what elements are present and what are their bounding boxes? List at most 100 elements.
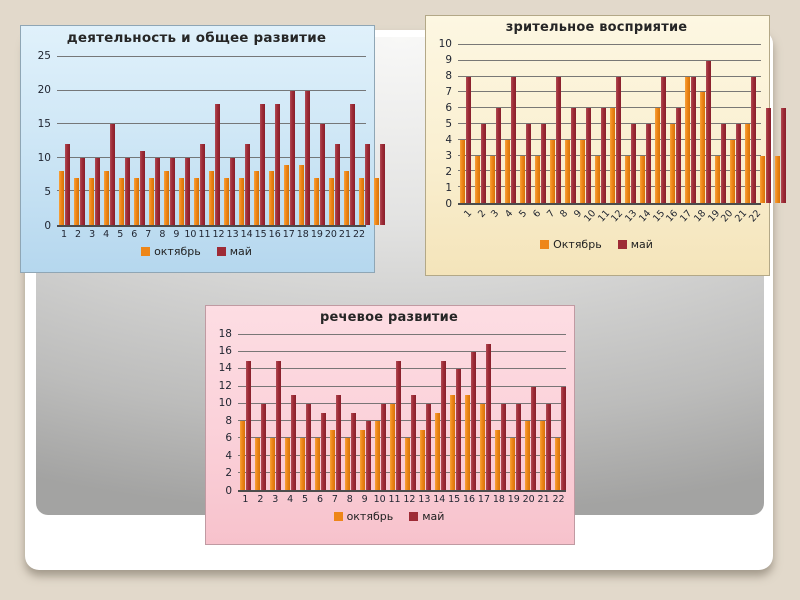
bar-Октябрь-13 bbox=[640, 155, 645, 203]
category-21 bbox=[357, 57, 372, 225]
x-label-8: 8 bbox=[342, 494, 357, 507]
x-label-17: 17 bbox=[282, 229, 296, 242]
x-label-9: 9 bbox=[169, 229, 183, 242]
y-tick-label: 15 bbox=[37, 117, 51, 130]
x-label-text: 15 bbox=[448, 494, 461, 505]
x-label-text: 1 bbox=[61, 229, 68, 240]
bar-Октябрь-16 bbox=[685, 76, 690, 203]
category-4 bbox=[283, 335, 298, 490]
bar-май-17 bbox=[486, 343, 491, 490]
y-tick-label: 2 bbox=[445, 165, 452, 178]
bar-октябрь-9 bbox=[179, 177, 184, 225]
x-axis: 1 2 3 4 5 6 7 8 9 10 11 12 13 14 15 16 17 18 19 20 21 22 bbox=[432, 205, 763, 235]
x-label-10: 10 bbox=[183, 229, 197, 242]
gridline bbox=[458, 123, 761, 124]
chart-speech-development: речевое развитие 0 2 4 6 8 10 12 14 16 18 1 2 3 4 5 6 7 8… bbox=[205, 305, 575, 545]
x-label-15: 15 bbox=[447, 494, 462, 507]
bar-май-7 bbox=[556, 76, 561, 203]
category-7 bbox=[548, 45, 563, 203]
category-17 bbox=[478, 335, 493, 490]
x-labels: 1 2 3 4 5 6 7 8 9 10 11 12 13 14 15 16 17 18 19 20 21 22 bbox=[57, 229, 366, 242]
bar-май-7 bbox=[155, 157, 160, 225]
x-label-1: 1 bbox=[57, 229, 71, 242]
chart-activity-and-general-development: деятельность и общее развитие 0 5 10 15 20 25… bbox=[20, 25, 385, 273]
x-label-text: 7 bbox=[145, 229, 152, 240]
gridline bbox=[458, 91, 761, 93]
bar-октябрь-20 bbox=[344, 171, 349, 225]
category-16 bbox=[282, 57, 297, 225]
bar-октябрь-12 bbox=[405, 438, 410, 490]
bar-май-18 bbox=[721, 124, 726, 203]
bar-Октябрь-15 bbox=[670, 124, 675, 203]
x-label-text: 6 bbox=[131, 229, 138, 240]
bar-май-15 bbox=[456, 369, 461, 490]
bar-октябрь-14 bbox=[435, 412, 440, 490]
x-label-10: 10 bbox=[372, 494, 387, 507]
y-tick-label: 0 bbox=[445, 197, 452, 210]
bar-октябрь-15 bbox=[269, 171, 274, 225]
x-label-text: 18 bbox=[492, 494, 505, 505]
bar-май-7 bbox=[336, 395, 341, 490]
gridline bbox=[238, 368, 566, 370]
bar-май-13 bbox=[426, 403, 431, 490]
x-label-21: 21 bbox=[338, 229, 352, 242]
x-label-5: 5 bbox=[113, 229, 127, 242]
bar-октябрь-6 bbox=[134, 177, 139, 225]
bar-Октябрь-14 bbox=[655, 108, 660, 203]
bar-май-18 bbox=[501, 403, 506, 490]
category-10 bbox=[593, 45, 608, 203]
category-7 bbox=[328, 335, 343, 490]
legend-swatch bbox=[540, 240, 550, 249]
bar-октябрь-5 bbox=[300, 438, 305, 490]
bar-май-8 bbox=[571, 108, 576, 203]
bars-layer bbox=[57, 57, 385, 225]
x-label-2: 2 bbox=[472, 205, 488, 235]
bar-Октябрь-17 bbox=[700, 92, 705, 203]
bar-Октябрь-5 bbox=[520, 155, 525, 203]
x-label-text: 16 bbox=[463, 494, 476, 505]
y-tick-label: 25 bbox=[37, 49, 51, 62]
legend-swatch bbox=[216, 247, 226, 256]
bar-Октябрь-3 bbox=[490, 155, 495, 203]
bar-Октябрь-9 bbox=[580, 139, 585, 203]
gridline bbox=[458, 44, 761, 45]
bar-Октябрь-2 bbox=[475, 155, 480, 203]
bar-октябрь-11 bbox=[209, 171, 214, 225]
x-label-text: 13 bbox=[418, 494, 431, 505]
legend-swatch bbox=[141, 247, 151, 256]
bar-октябрь-11 bbox=[390, 403, 395, 490]
x-label-text: 20 bbox=[324, 229, 337, 240]
chart-plot-area: 0 1 2 3 4 5 6 7 8 9 10 bbox=[432, 38, 786, 209]
bar-октябрь-21 bbox=[540, 421, 545, 490]
y-tick-label: 10 bbox=[218, 397, 232, 410]
legend-label: октябрь bbox=[154, 245, 201, 258]
bar-Октябрь-6 bbox=[535, 155, 540, 203]
chart-title: речевое развитие bbox=[320, 310, 458, 325]
bar-октябрь-19 bbox=[510, 438, 515, 490]
bar-май-11 bbox=[215, 104, 220, 225]
category-20 bbox=[342, 57, 357, 225]
category-1 bbox=[57, 57, 72, 225]
bar-Октябрь-1 bbox=[460, 139, 465, 203]
bar-май-11 bbox=[396, 360, 401, 490]
bar-май-4 bbox=[511, 76, 516, 203]
bar-октябрь-13 bbox=[420, 429, 425, 490]
category-6 bbox=[533, 45, 548, 203]
x-label-19: 19 bbox=[310, 229, 324, 242]
x-label-text: 5 bbox=[302, 494, 309, 505]
category-10 bbox=[373, 335, 388, 490]
x-label-19: 19 bbox=[506, 494, 521, 507]
bar-Октябрь-12 bbox=[625, 155, 630, 203]
bar-Октябрь-20 bbox=[745, 124, 750, 203]
plot-grid bbox=[458, 44, 786, 205]
category-14 bbox=[653, 45, 668, 203]
bar-май-10 bbox=[200, 144, 205, 225]
category-4 bbox=[102, 57, 117, 225]
bar-май-11 bbox=[616, 76, 621, 203]
x-label-13: 13 bbox=[226, 229, 240, 242]
y-axis: 0 2 4 6 8 10 12 14 16 18 bbox=[212, 328, 238, 495]
category-18 bbox=[312, 57, 327, 225]
legend-item-Октябрь: Октябрь bbox=[540, 238, 602, 251]
y-tick-label: 6 bbox=[225, 432, 232, 445]
x-label-20: 20 bbox=[521, 494, 536, 507]
